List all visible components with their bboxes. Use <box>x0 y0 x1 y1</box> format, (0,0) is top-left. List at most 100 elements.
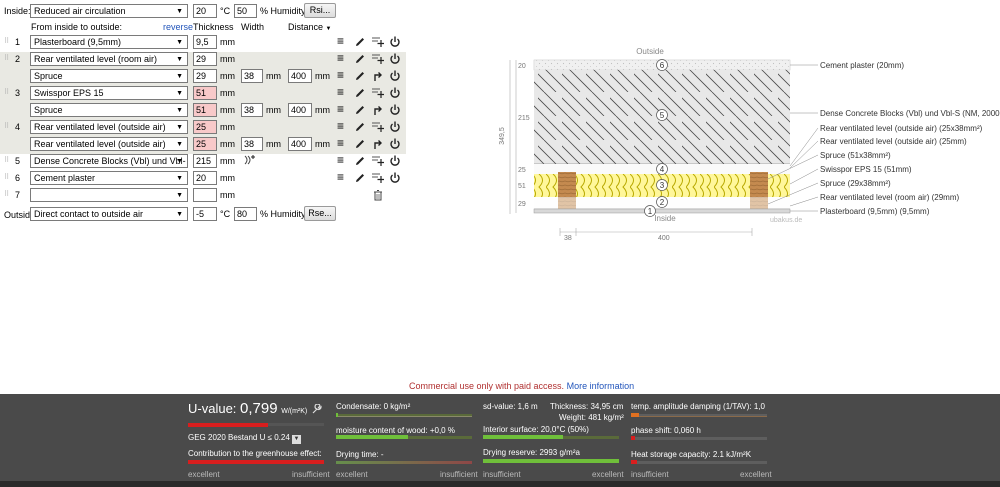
insert-layer-icon[interactable] <box>372 87 384 99</box>
chevron-down-icon: ▼ <box>176 124 183 131</box>
outside-temp-input[interactable]: -5 <box>193 207 217 221</box>
sub-distance-input[interactable]: 400 <box>288 137 312 151</box>
power-icon[interactable] <box>389 172 401 184</box>
label-concrete: Dense Concrete Blocks (Vbl) und Vbl-S (N… <box>820 109 1000 118</box>
sub-width-input[interactable]: 38 <box>241 103 263 117</box>
sub-width-unit: mm <box>266 105 281 115</box>
layer-thickness-input[interactable]: 51 <box>193 86 217 100</box>
reverse-link[interactable]: reverse <box>163 22 194 32</box>
inside-temp-input[interactable]: 20 <box>193 4 217 18</box>
drag-handle-icon[interactable]: ⠿ <box>4 38 10 45</box>
distance-header[interactable]: Distance ▼ <box>288 22 331 35</box>
menu-icon[interactable]: ≡ <box>337 85 345 99</box>
menu-icon[interactable]: ≡ <box>337 170 345 184</box>
pencil-icon[interactable] <box>354 36 366 48</box>
insert-layer-icon[interactable] <box>372 121 384 133</box>
pencil-icon[interactable] <box>354 138 366 150</box>
turn-arrow-icon[interactable] <box>372 70 384 82</box>
sub-material-select[interactable]: Spruce ▼ <box>30 69 188 83</box>
sub-thickness-input[interactable]: 25 <box>193 137 217 151</box>
drag-handle-icon[interactable]: ⠿ <box>4 191 10 198</box>
more-information-link[interactable]: More information <box>566 381 635 391</box>
sub-material-select[interactable]: Spruce ▼ <box>30 103 188 117</box>
trash-icon[interactable] <box>372 189 384 201</box>
greenhouse-bar <box>188 460 324 464</box>
menu-icon[interactable]: ≡ <box>337 102 345 116</box>
geg-standard-select[interactable]: GEG 2020 Bestand U ≤ 0.24 ▼ <box>188 433 302 444</box>
layer-thickness-unit: mm <box>220 173 235 183</box>
add-inhomogeneous-icon[interactable] <box>244 154 256 166</box>
menu-icon[interactable]: ≡ <box>337 136 345 150</box>
pencil-icon[interactable] <box>354 172 366 184</box>
sub-distance-input[interactable]: 400 <box>288 103 312 117</box>
drying-reserve-label: Drying reserve: 2993 g/m²a <box>483 448 580 457</box>
chevron-down-icon: ▼ <box>292 435 302 444</box>
power-icon[interactable] <box>389 121 401 133</box>
layer-material-select[interactable]: ▼ <box>30 188 188 202</box>
layer-material-select[interactable]: Cement plaster ▼ <box>30 171 188 185</box>
condensate-bar <box>336 414 472 417</box>
temp-amplitude-bar <box>631 413 639 417</box>
inside-air-select[interactable]: Reduced air circulation ▼ <box>30 4 188 18</box>
layer-thickness-input[interactable]: 215 <box>193 154 217 168</box>
sub-distance-input[interactable]: 400 <box>288 69 312 83</box>
sub-material-select[interactable]: Rear ventilated level (outside air) ▼ <box>30 137 188 151</box>
menu-icon[interactable]: ≡ <box>337 51 345 65</box>
turn-arrow-icon[interactable] <box>372 138 384 150</box>
insert-layer-icon[interactable] <box>372 155 384 167</box>
pencil-icon[interactable] <box>354 87 366 99</box>
sd-value-label: sd-value: 1,6 m <box>483 402 538 411</box>
layer-material-select[interactable]: Rear ventilated level (room air) ▼ <box>30 52 188 66</box>
pencil-icon[interactable] <box>354 104 366 116</box>
drag-handle-icon[interactable]: ⠿ <box>4 89 10 96</box>
turn-arrow-icon[interactable] <box>372 104 384 116</box>
menu-icon[interactable]: ≡ <box>337 153 345 167</box>
outside-air-select[interactable]: Direct contact to outside air ▼ <box>30 207 188 221</box>
power-icon[interactable] <box>389 155 401 167</box>
power-icon[interactable] <box>389 104 401 116</box>
power-icon[interactable] <box>389 87 401 99</box>
layer-material-select[interactable]: Swisspor EPS 15 ▼ <box>30 86 188 100</box>
menu-icon[interactable]: ≡ <box>337 119 345 133</box>
layer-thickness-input[interactable]: 25 <box>193 120 217 134</box>
drag-handle-icon[interactable]: ⠿ <box>4 157 10 164</box>
layer-material-select[interactable]: Plasterboard (9,5mm) ▼ <box>30 35 188 49</box>
rse-button[interactable]: Rse... <box>304 206 336 221</box>
scale-excellent-2: excellent <box>336 470 368 479</box>
layer-material-select[interactable]: Dense Concrete Blocks (Vbl) und Vbl- ▼ <box>30 154 188 168</box>
rsi-button[interactable]: Rsi... <box>304 3 336 18</box>
layer-material-value: Rear ventilated level (room air) <box>34 54 158 64</box>
power-icon[interactable] <box>389 138 401 150</box>
power-icon[interactable] <box>389 53 401 65</box>
pencil-icon[interactable] <box>354 121 366 133</box>
drag-handle-icon[interactable]: ⠿ <box>4 123 10 130</box>
pencil-icon[interactable] <box>354 53 366 65</box>
insert-layer-icon[interactable] <box>372 53 384 65</box>
insert-layer-icon[interactable] <box>372 172 384 184</box>
layer-thickness-input[interactable]: 9,5 <box>193 35 217 49</box>
menu-icon[interactable]: ≡ <box>337 34 345 48</box>
insert-layer-icon[interactable] <box>372 36 384 48</box>
sub-thickness-input[interactable]: 29 <box>193 69 217 83</box>
layer-thickness-input[interactable] <box>193 188 217 202</box>
drag-handle-icon[interactable]: ⠿ <box>4 174 10 181</box>
sub-width-input[interactable]: 38 <box>241 137 263 151</box>
sub-thickness-input[interactable]: 51 <box>193 103 217 117</box>
drag-handle-icon[interactable]: ⠿ <box>4 55 10 62</box>
layer-material-select[interactable]: Rear ventilated level (outside air) ▼ <box>30 120 188 134</box>
layer-thickness-input[interactable]: 20 <box>193 171 217 185</box>
layer-thickness-unit: mm <box>220 88 235 98</box>
wrench-icon[interactable] <box>312 404 322 414</box>
outside-humidity-input[interactable]: 80 <box>234 207 257 221</box>
pencil-icon[interactable] <box>354 155 366 167</box>
pencil-icon[interactable] <box>354 70 366 82</box>
dim-29: 29 <box>518 201 526 208</box>
layer-thickness-input[interactable]: 29 <box>193 52 217 66</box>
menu-icon[interactable]: ≡ <box>337 68 345 82</box>
layer-number: 1 <box>15 37 21 47</box>
power-icon[interactable] <box>389 36 401 48</box>
inside-humidity-input[interactable]: 50 <box>234 4 257 18</box>
power-icon[interactable] <box>389 70 401 82</box>
layer-material-value: Swisspor EPS 15 <box>34 88 104 98</box>
sub-width-input[interactable]: 38 <box>241 69 263 83</box>
